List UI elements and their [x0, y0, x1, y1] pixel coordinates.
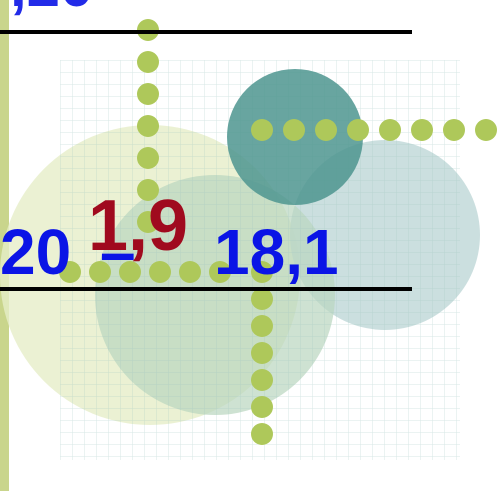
top-text: ,20	[10, 0, 93, 19]
expr-right: 18,1	[214, 216, 339, 288]
dot	[443, 119, 465, 141]
dot	[475, 119, 497, 141]
dot	[251, 423, 273, 445]
dot	[251, 342, 273, 364]
dot	[379, 119, 401, 141]
dot	[251, 396, 273, 418]
dot	[251, 288, 273, 310]
dot	[137, 115, 159, 137]
dot	[411, 119, 433, 141]
dot	[315, 119, 337, 141]
dot	[137, 51, 159, 73]
slide: ,20 20 – 18,1 1,9	[0, 0, 500, 491]
dot	[251, 369, 273, 391]
dot	[347, 119, 369, 141]
expr-left: 20	[0, 216, 71, 288]
result: 1,9	[88, 186, 188, 266]
dot	[137, 83, 159, 105]
dot	[251, 119, 273, 141]
dot	[251, 315, 273, 337]
dot	[137, 147, 159, 169]
dot	[283, 119, 305, 141]
